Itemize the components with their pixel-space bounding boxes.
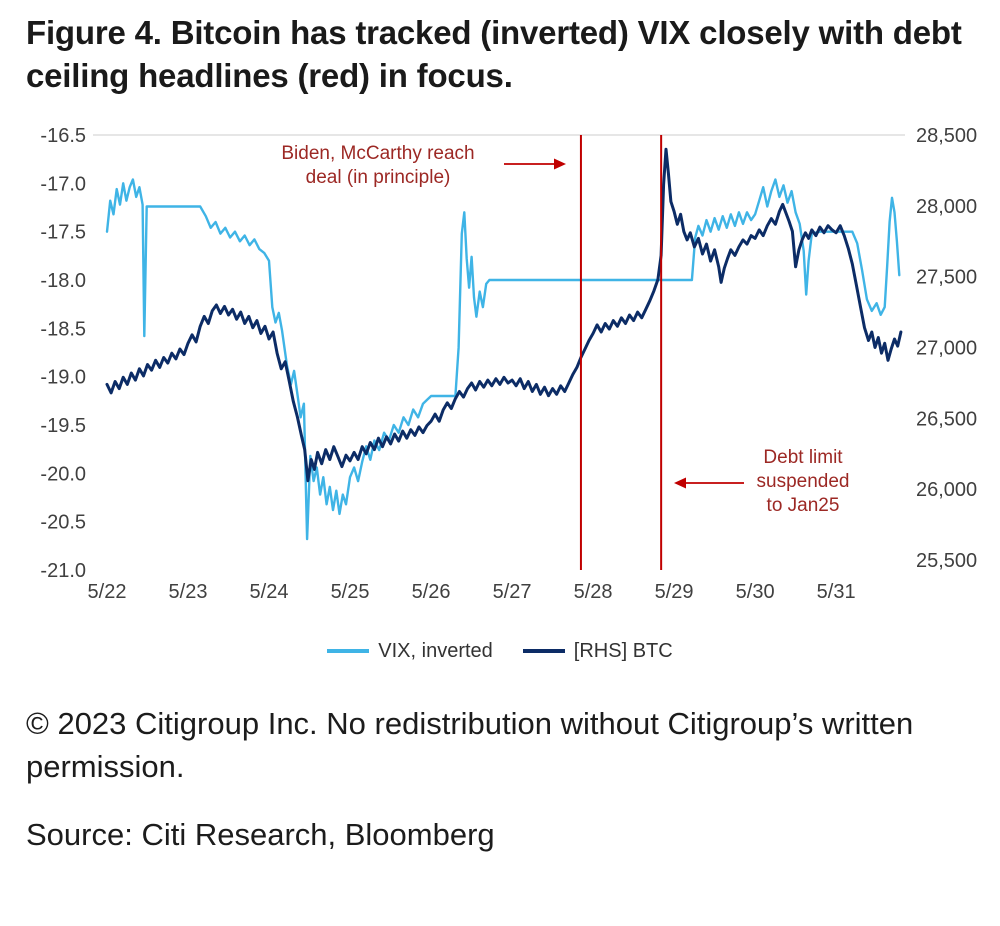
- left-axis-tick-label: -20.5: [40, 511, 86, 533]
- legend-label-vix: VIX, inverted: [378, 639, 493, 662]
- arrow-left-icon: [674, 477, 744, 489]
- legend-item-vix: VIX, inverted: [327, 640, 493, 663]
- x-axis-tick-label: 5/31: [817, 581, 856, 603]
- right-axis-tick-label: 28,000: [916, 196, 977, 218]
- right-axis-tick-label: 27,000: [916, 337, 977, 359]
- btc-line-swatch: [522, 649, 565, 654]
- right-axis-tick-label: 26,500: [916, 408, 977, 430]
- annotation-debt: Debt limit suspended to Jan25: [744, 446, 862, 519]
- copyright-notice: © 2023 Citigroup Inc. No redistribution …: [26, 705, 914, 785]
- legend-label-btc: [RHS] BTC: [573, 639, 673, 662]
- left-axis-tick-label: -17.5: [40, 221, 86, 243]
- right-axis-tick-label: 28,500: [916, 125, 977, 147]
- left-axis-tick-label: -19.5: [40, 415, 86, 437]
- x-axis-tick-label: 5/25: [331, 581, 370, 603]
- annotation-deal-line2: deal (in principle): [305, 167, 451, 189]
- x-axis-tick-label: 5/27: [493, 581, 532, 603]
- vix-line-swatch: [327, 649, 370, 654]
- annotation-debt-line1: Debt limit: [763, 446, 843, 468]
- line-chart: -16.5 -17.0 -17.5 -18.0 -18.5 -19.0 -19.5 -20.0…: [40, 125, 977, 603]
- x-axis-tick-label: 5/22: [88, 581, 127, 603]
- source-line: Source: Citi Research, Bloomberg: [26, 816, 495, 852]
- page-title: Figure 4. Bitcoin has tracked (inverted)…: [26, 14, 962, 94]
- legend-item-btc: [RHS] BTC: [522, 639, 673, 663]
- left-axis-tick-label: -21.0: [40, 560, 86, 582]
- x-axis-tick-label: 5/28: [574, 581, 613, 603]
- annotation-deal-line1: Biden, McCarthy reach: [281, 142, 475, 164]
- annotation-debt-line3: to Jan25: [766, 495, 840, 517]
- x-axis-tick-label: 5/30: [736, 581, 775, 603]
- right-axis-tick-label: 27,500: [916, 266, 977, 288]
- annotation-debt-line2: suspended: [756, 471, 850, 493]
- left-axis-tick-label: -19.0: [40, 366, 86, 388]
- btc-series-line: [105, 147, 903, 482]
- chart-legend: VIX, inverted [RHS] BTC: [0, 640, 1000, 663]
- x-axis-tick-label: 5/23: [169, 581, 208, 603]
- left-axis-tick-label: -16.5: [40, 125, 86, 147]
- arrow-right-icon: [504, 158, 566, 170]
- right-axis-tick-label: 25,500: [916, 550, 977, 572]
- right-axis-tick-label: 26,000: [916, 479, 977, 501]
- left-axis-tick-label: -17.0: [40, 173, 86, 195]
- left-axis-tick-label: -18.0: [40, 270, 86, 292]
- x-axis-tick-label: 5/29: [655, 581, 694, 603]
- vix-series-line: [105, 178, 901, 541]
- x-axis-tick-label: 5/26: [412, 581, 451, 603]
- left-axis-tick-label: -18.5: [40, 318, 86, 340]
- chart-area: -16.5 -17.0 -17.5 -18.0 -18.5 -19.0 -19.5 -20.0…: [0, 122, 1000, 678]
- left-axis-tick-label: -20.0: [40, 463, 86, 485]
- x-axis-tick-label: 5/24: [250, 581, 289, 603]
- annotation-deal: Biden, McCarthy reach deal (in principle…: [246, 142, 510, 191]
